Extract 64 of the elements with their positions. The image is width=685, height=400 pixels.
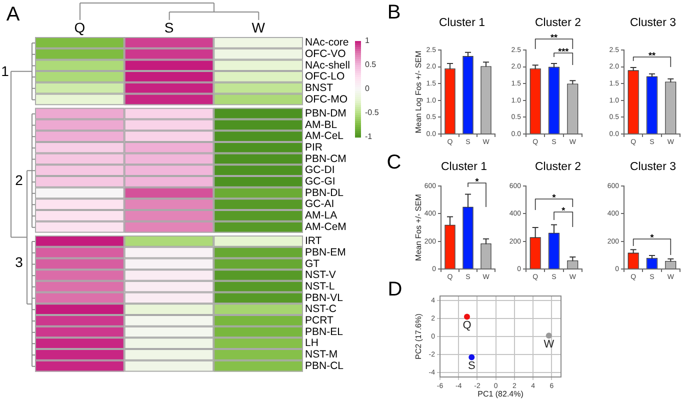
y-axis-title: PC2 (17.6%) [414,313,424,360]
y-tick-label: AM-LA [305,210,338,222]
text: D [388,278,402,301]
y-axis-title: Mean Fos +/- SEM [414,194,424,261]
y-tick-label: PCRT [305,314,334,327]
y-tick-label: PIR [305,142,323,154]
y-axis-title: Mean Log Fos +/- SEM [414,50,424,134]
color-bar-label: 0 [365,84,370,94]
chart-title: Cluster 1 [440,161,488,174]
annotation: *** [558,46,570,56]
chart-title: Cluster 3 [630,17,676,30]
series-label: S [468,360,476,372]
y-tick-label: PBN-EM [305,246,346,258]
chart-title: Cluster 1 [438,17,486,30]
color-bar-label: 0.5 [365,60,377,70]
y-tick-label: NAc-shell [305,59,350,72]
annotation: * [650,232,654,242]
y-tick-label: IRT [305,235,322,248]
y-tick-label: NST-L [305,280,335,292]
series-label: Q [462,320,472,332]
text: 1 [1,62,10,79]
annotation: * [562,206,566,216]
y-tick-label: BNST [305,82,334,94]
x-tick-label: S [164,19,174,36]
y-tick-label: OFC-VO [305,48,346,60]
x-tick-label: Q [74,19,86,36]
y-tick-label: OFC-MO [305,93,348,106]
annotation: * [552,192,556,202]
x-tick-label: W [252,19,266,36]
y-tick-label: AM-CeM [305,220,346,233]
text: ** [550,32,558,42]
text: 3 [15,254,24,270]
y-tick-label: GC-DI [305,164,335,176]
series-label: W [544,338,555,351]
y-tick-label: AM-CeL [305,130,344,142]
y-tick-label: OFC-LO [305,70,345,83]
text: B [387,2,401,24]
chart-title: Cluster 3 [630,161,676,174]
annotation: ** [648,50,656,60]
y-tick-label: AM-BL [305,118,338,131]
y-tick-label: PBN-CM [305,152,346,165]
y-tick-label: PBN-EL [305,326,344,338]
chart-title: Cluster 2 [534,161,582,174]
chart-title: Cluster 2 [534,17,582,30]
annotation: * [475,176,480,186]
y-tick-label: NAc-core [305,36,349,49]
text: A [6,4,20,26]
y-tick-label: GC-GI [305,176,336,188]
color-bar-label: -1 [365,132,373,142]
y-tick-label: PBN-DL [305,186,344,199]
y-tick-label: NST-M [305,348,338,361]
x-axis-title: PC1 (82.4%) [478,389,524,398]
text: C [386,152,402,174]
y-tick-label: GC-AI [305,198,334,210]
color-bar-label: 1 [365,36,370,46]
y-tick-label: NST-V [305,269,336,282]
y-tick-label: GT [305,258,320,270]
y-tick-label: PBN-DM [305,107,346,120]
y-tick-label: PBN-CL [305,360,344,372]
y-tick-label: LH [305,337,318,350]
y-tick-label: PBN-VL [305,292,344,304]
y-tick-label: NST-C [305,303,337,316]
color-bar-label: -0.5 [365,108,380,118]
text: 2 [15,172,24,188]
